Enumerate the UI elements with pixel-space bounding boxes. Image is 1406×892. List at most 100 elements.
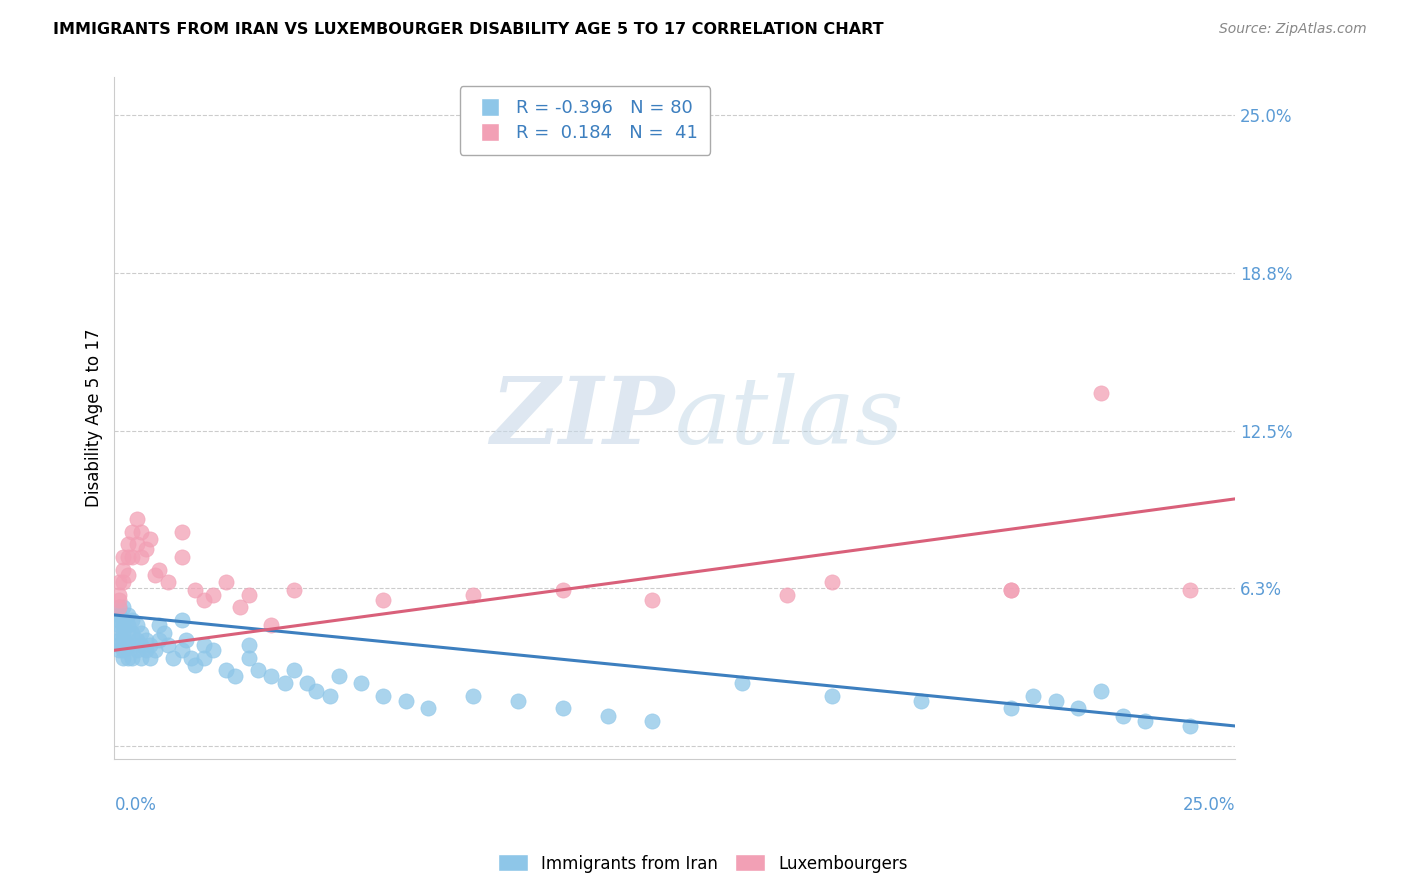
Point (184, 658, 207, 673)
Legend: Immigrants from Iran, Luxembourgers: Immigrants from Iran, Luxembourgers (492, 847, 914, 880)
Point (112, 600, 135, 615)
Point (112, 562, 135, 576)
Point (117, 567, 139, 582)
Point (461, 588, 484, 602)
Point (395, 694, 418, 708)
Point (117, 638, 139, 652)
Point (139, 638, 162, 652)
Point (108, 618, 131, 632)
Point (1067, 701, 1090, 715)
Point (131, 549, 153, 564)
Point (108, 588, 131, 602)
Point (131, 625, 153, 640)
Point (170, 613, 193, 627)
Point (731, 676, 754, 690)
Point (373, 592, 395, 607)
Point (131, 638, 153, 652)
Point (551, 701, 574, 715)
Point (170, 643, 193, 657)
Point (461, 689, 484, 703)
Point (121, 650, 143, 665)
Point (260, 618, 283, 632)
Point (418, 701, 440, 715)
Point (108, 600, 131, 615)
Point (139, 650, 162, 665)
Point (108, 607, 131, 622)
Point (108, 625, 131, 640)
Point (1180, 582, 1202, 597)
Point (108, 600, 131, 615)
Point (238, 650, 260, 665)
Point (246, 664, 269, 678)
Point (1022, 689, 1045, 703)
Point (108, 638, 131, 652)
Text: IMMIGRANTS FROM IRAN VS LUXEMBOURGER DISABILITY AGE 5 TO 17 CORRELATION CHART: IMMIGRANTS FROM IRAN VS LUXEMBOURGER DIS… (53, 22, 884, 37)
Point (121, 613, 143, 627)
Point (117, 625, 139, 640)
Point (143, 567, 166, 582)
Point (131, 650, 153, 665)
Point (148, 633, 170, 648)
Point (117, 650, 139, 665)
Point (157, 575, 180, 590)
Point (112, 618, 135, 632)
Point (148, 618, 170, 632)
Point (125, 633, 148, 648)
Point (202, 643, 225, 657)
Point (506, 694, 529, 708)
Text: 25.0%: 25.0% (1182, 797, 1234, 814)
Point (117, 549, 139, 564)
Point (1000, 582, 1022, 597)
Point (125, 618, 148, 632)
Point (112, 643, 135, 657)
Point (1112, 709, 1135, 723)
Point (215, 575, 238, 590)
Point (112, 625, 135, 640)
Point (776, 588, 799, 602)
Point (328, 668, 350, 682)
Point (125, 537, 148, 551)
Point (108, 575, 131, 590)
Point (170, 524, 193, 539)
Text: Source: ZipAtlas.com: Source: ZipAtlas.com (1219, 22, 1367, 37)
Point (1135, 714, 1157, 728)
Point (229, 600, 252, 615)
Y-axis label: Disability Age 5 to 17: Disability Age 5 to 17 (86, 329, 103, 508)
Point (125, 643, 148, 657)
Point (184, 582, 207, 597)
Point (295, 676, 318, 690)
Point (108, 633, 131, 648)
Point (121, 638, 143, 652)
Point (1090, 683, 1112, 698)
Point (174, 633, 197, 648)
Text: atlas: atlas (675, 373, 904, 463)
Point (1000, 582, 1022, 597)
Point (193, 638, 215, 652)
Point (121, 625, 143, 640)
Point (162, 650, 184, 665)
Point (135, 542, 157, 557)
Point (215, 664, 238, 678)
Point (112, 575, 135, 590)
Point (283, 582, 305, 597)
Point (224, 668, 246, 682)
Point (820, 575, 842, 590)
Point (170, 549, 193, 564)
Point (641, 714, 664, 728)
Point (1180, 719, 1202, 733)
Point (121, 549, 143, 564)
Legend: R = -0.396   N = 80, R =  0.184   N =  41: R = -0.396 N = 80, R = 0.184 N = 41 (460, 87, 710, 155)
Point (112, 613, 135, 627)
Point (131, 524, 153, 539)
Point (238, 638, 260, 652)
Point (202, 588, 225, 602)
Point (112, 549, 135, 564)
Point (135, 643, 157, 657)
Point (305, 683, 328, 698)
Point (121, 524, 143, 539)
Point (108, 643, 131, 657)
Point (910, 694, 932, 708)
Point (551, 582, 574, 597)
Point (193, 650, 215, 665)
Text: ZIP: ZIP (491, 373, 675, 463)
